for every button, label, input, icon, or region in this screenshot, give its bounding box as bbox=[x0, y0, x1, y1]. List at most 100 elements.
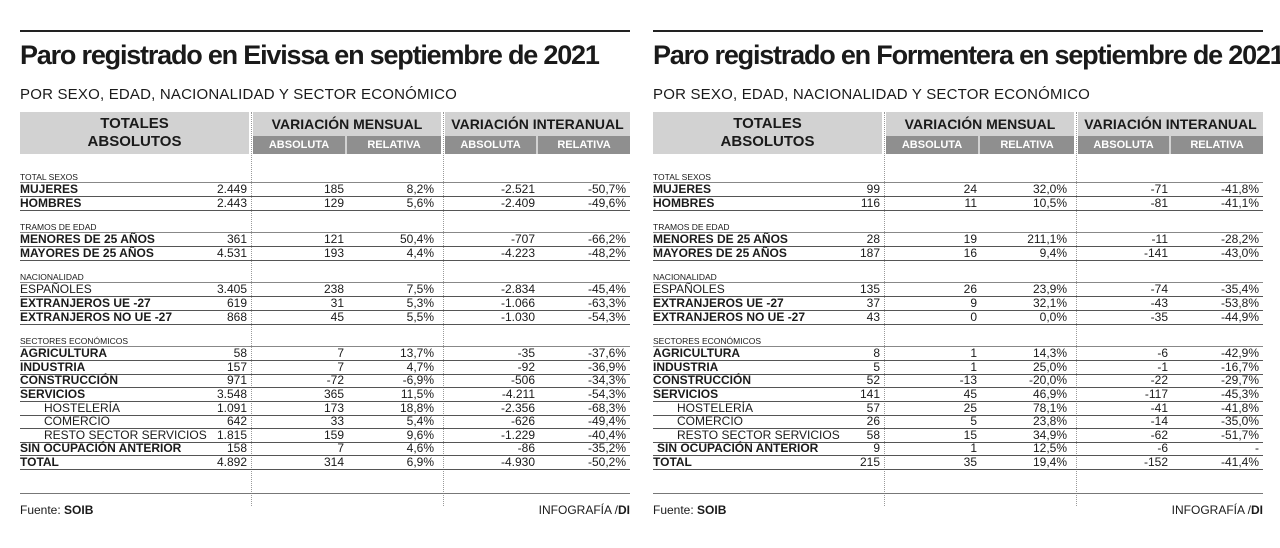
monthly-abs-cell: 35 bbox=[963, 455, 977, 469]
yearly-abs-cell: -43 bbox=[1150, 296, 1168, 310]
panel-subtitle: POR SEXO, EDAD, NACIONALIDAD Y SECTOR EC… bbox=[20, 86, 457, 103]
row-label: EXTRANJEROS UE -27 bbox=[20, 296, 151, 310]
row-label: SIN OCUPACIÓN ANTERIOR bbox=[20, 441, 182, 456]
yearly-abs-cell: -2.356 bbox=[500, 400, 535, 415]
table-row: MAYORES DE 25 AÑOS 4.531 193 4,4% -4.223 -48,… bbox=[20, 245, 630, 261]
header-interanual: VARIACIÓN INTERANUAL ABSOLUTA RELATIVA bbox=[1078, 112, 1263, 154]
table-row: TOTAL 215 35 19,4% -152 -41,4% bbox=[653, 456, 1263, 470]
monthly-rel-cell: 46,9% bbox=[1032, 387, 1067, 401]
row-label: HOMBRES bbox=[653, 195, 715, 210]
total-cell: 57 bbox=[866, 400, 880, 415]
monthly-abs-cell: -13 bbox=[959, 373, 977, 388]
yearly-rel-cell: -40,4% bbox=[587, 427, 626, 442]
header-interanual-absoluta: ABSOLUTA bbox=[1078, 136, 1169, 154]
total-cell: 99 bbox=[866, 182, 880, 196]
monthly-abs-cell: 9 bbox=[970, 296, 977, 310]
category-header: SECTORES ECONÓMICOS bbox=[653, 336, 1263, 348]
yearly-rel-cell: -43,0% bbox=[1220, 245, 1259, 260]
monthly-rel-cell: 8,2% bbox=[406, 182, 434, 196]
total-cell: 215 bbox=[859, 455, 880, 469]
yearly-rel-cell: -36,9% bbox=[587, 359, 626, 374]
table-row: MUJERES 99 24 32,0% -71 -41,8% bbox=[653, 183, 1263, 197]
category-label: TOTAL SEXOS bbox=[653, 172, 711, 182]
yearly-rel-cell: -63,3% bbox=[587, 296, 626, 310]
row-label: SERVICIOS bbox=[20, 387, 86, 401]
yearly-rel-cell: -28,2% bbox=[1220, 232, 1259, 247]
table-row: EXTRANJEROS UE -27 37 9 32,1% -43 -53,8% bbox=[653, 297, 1263, 311]
table-row: COMERCIO 642 33 5,4% -626 -49,4% bbox=[20, 414, 630, 430]
credit-note: INFOGRAFÍA /DI bbox=[538, 503, 630, 517]
monthly-rel-cell: 19,4% bbox=[1032, 455, 1067, 469]
table-row: AGRICULTURA 58 7 13,7% -35 -37,6% bbox=[20, 346, 630, 362]
table-row: SERVICIOS 141 45 46,9% -117 -45,3% bbox=[653, 388, 1263, 402]
category-header: TOTAL SEXOS bbox=[653, 172, 1263, 183]
monthly-rel-cell: -6,9% bbox=[402, 373, 434, 388]
row-label: CONSTRUCCIÓN bbox=[20, 373, 118, 388]
yearly-abs-cell: -1.229 bbox=[500, 427, 535, 442]
row-label: COMERCIO bbox=[677, 414, 743, 429]
monthly-abs-cell: 11 bbox=[964, 195, 977, 210]
monthly-rel-cell: 4,4% bbox=[406, 245, 434, 260]
row-label: ESPAÑOLES bbox=[653, 282, 725, 297]
monthly-abs-cell: 238 bbox=[323, 282, 344, 297]
monthly-abs-cell: 129 bbox=[323, 195, 344, 210]
total-cell: 116 bbox=[860, 195, 880, 210]
monthly-rel-cell: 78,1% bbox=[1032, 400, 1067, 415]
yearly-abs-cell: -22 bbox=[1150, 373, 1168, 388]
monthly-abs-cell: 7 bbox=[337, 441, 344, 456]
yearly-abs-cell: -92 bbox=[517, 359, 535, 374]
yearly-rel-cell: -35,0% bbox=[1220, 414, 1259, 429]
monthly-rel-cell: 14,3% bbox=[1032, 346, 1067, 361]
panel-subtitle: POR SEXO, EDAD, NACIONALIDAD Y SECTOR EC… bbox=[653, 86, 1090, 103]
row-label: AGRICULTURA bbox=[653, 346, 741, 361]
monthly-abs-cell: 314 bbox=[323, 455, 344, 469]
row-label: SIN OCUPACIÓN ANTERIOR bbox=[657, 441, 819, 456]
monthly-rel-cell: 5,5% bbox=[406, 309, 434, 324]
monthly-rel-cell: 7,5% bbox=[406, 282, 434, 297]
monthly-abs-cell: 0 bbox=[970, 309, 977, 324]
eivissa-panel: Paro registrado en Eivissa en septiembre… bbox=[20, 30, 630, 520]
monthly-rel-cell: 12,5% bbox=[1032, 441, 1067, 456]
total-cell: 5 bbox=[873, 359, 880, 374]
monthly-rel-cell: 34,9% bbox=[1032, 427, 1067, 442]
header-totales-line2: ABSOLUTOS bbox=[720, 133, 815, 150]
yearly-abs-cell: -11 bbox=[1151, 232, 1168, 247]
panel-title: Paro registrado en Formentera en septiem… bbox=[653, 40, 1280, 70]
category-header: SECTORES ECONÓMICOS bbox=[20, 336, 630, 348]
category-label: TOTAL SEXOS bbox=[20, 172, 78, 182]
yearly-rel-cell: -68,3% bbox=[587, 400, 626, 415]
monthly-rel-cell: 18,8% bbox=[399, 400, 434, 415]
header-interanual-title: VARIACIÓN INTERANUAL bbox=[451, 116, 624, 132]
monthly-rel-cell: 6,9% bbox=[406, 455, 434, 469]
total-cell: 37 bbox=[866, 296, 880, 310]
yearly-rel-cell: -54,3% bbox=[587, 309, 626, 324]
yearly-abs-cell: -707 bbox=[510, 232, 535, 247]
table-row: MENORES DE 25 AÑOS 361 121 50,4% -707 -66,2% bbox=[20, 232, 630, 248]
total-cell: 4.892 bbox=[216, 455, 247, 469]
header-totales-line1: TOTALES bbox=[100, 115, 169, 132]
category-header: TRAMOS DE EDAD bbox=[20, 222, 630, 234]
yearly-abs-cell: -81 bbox=[1150, 195, 1168, 210]
total-cell: 9 bbox=[873, 441, 880, 456]
yearly-abs-cell: -74 bbox=[1150, 282, 1168, 297]
monthly-rel-cell: 25,0% bbox=[1032, 359, 1067, 374]
column-separator bbox=[1076, 112, 1077, 506]
monthly-abs-cell: 1 bbox=[970, 441, 977, 456]
table-row: HOSTELERÍA 57 25 78,1% -41 -41,8% bbox=[653, 400, 1263, 416]
yearly-abs-cell: -62 bbox=[1150, 427, 1168, 442]
row-label: ESPAÑOLES bbox=[20, 282, 92, 297]
yearly-abs-cell: -141 bbox=[1143, 245, 1168, 260]
yearly-rel-cell: -16,7% bbox=[1220, 359, 1259, 374]
row-label: RESTO SECTOR SERVICIOS bbox=[677, 427, 840, 442]
row-label: AGRICULTURA bbox=[20, 346, 108, 361]
monthly-abs-cell: 15 bbox=[963, 427, 977, 442]
yearly-abs-cell: -6 bbox=[1157, 441, 1168, 456]
monthly-rel-cell: 5,3% bbox=[406, 296, 434, 310]
header-interanual-absoluta: ABSOLUTA bbox=[445, 136, 536, 154]
monthly-rel-cell: 5,4% bbox=[406, 414, 434, 429]
monthly-abs-cell: 45 bbox=[330, 309, 344, 324]
row-label: INDUSTRIA bbox=[20, 359, 86, 374]
header-totales: TOTALES ABSOLUTOS bbox=[653, 112, 882, 154]
source-name: SOIB bbox=[64, 503, 94, 517]
total-cell: 1.815 bbox=[216, 427, 247, 442]
